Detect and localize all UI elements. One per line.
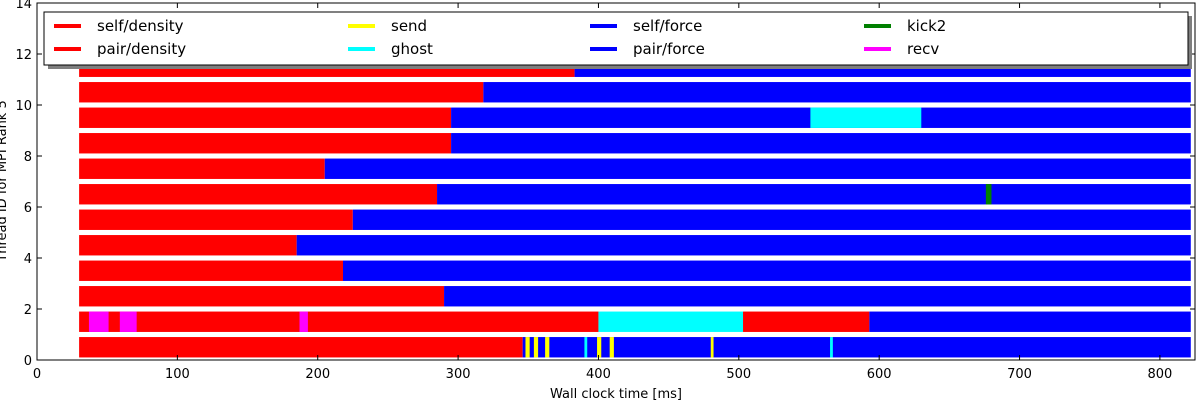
task-bar-density: [79, 235, 297, 256]
task-bar-density: [79, 158, 325, 179]
task-bar-send: [597, 337, 602, 358]
task-bar-ghost: [830, 337, 833, 358]
x-tick-label: 200: [305, 367, 330, 382]
task-bar-density: [743, 311, 870, 332]
legend-label: pair/density: [97, 40, 186, 58]
x-tick-label: 400: [586, 367, 611, 382]
x-tick-label: 600: [867, 367, 892, 382]
task-bar-ghost: [584, 337, 588, 358]
task-bar-send: [545, 337, 550, 358]
task-bar-density: [79, 184, 438, 205]
task-bar-recv: [88, 311, 109, 332]
y-tick-label: 10: [15, 99, 32, 114]
y-tick-label: 8: [24, 150, 32, 165]
x-tick-label: 700: [1007, 367, 1032, 382]
task-bar-recv: [119, 311, 137, 332]
legend-label: ghost: [391, 40, 433, 58]
y-tick-label: 12: [15, 48, 32, 63]
task-bar-ghost: [598, 311, 744, 332]
y-axis-label: Thread ID for MPI Rank 5: [0, 100, 10, 262]
axis-ticks: [36, 2, 1195, 361]
task-bar-force: [437, 184, 1191, 205]
x-tick-label: 100: [165, 367, 190, 382]
legend: self/density pair/density send ghost self/fo…: [43, 11, 1192, 69]
y-tick-label: 0: [24, 354, 32, 369]
task-bar-density: [79, 311, 599, 332]
y-tick-label: 6: [24, 201, 32, 216]
task-bar-force: [352, 209, 1191, 230]
task-bar-density: [79, 260, 343, 281]
task-bar-send: [525, 337, 530, 358]
task-bar-density: [79, 107, 452, 128]
x-tick-label: 800: [1147, 367, 1172, 382]
task-bar-send: [710, 337, 714, 358]
legend-label: recv: [907, 40, 939, 58]
x-axis-label: Wall clock time [ms]: [550, 387, 682, 400]
task-bar-force: [444, 286, 1191, 307]
legend-label: send: [391, 17, 427, 35]
task-bar-recv: [299, 311, 308, 332]
task-bar-density: [79, 133, 452, 154]
task-bar-density: [79, 209, 353, 230]
task-bar-force: [324, 158, 1191, 179]
x-tick-labels: 0 100 200 300 400 500 600 700 800: [33, 367, 1172, 382]
task-bar-force: [451, 133, 1191, 154]
task-bar-ghost: [810, 107, 922, 128]
y-tick-label: 4: [24, 252, 32, 267]
legend-label: pair/force: [633, 40, 705, 58]
task-bar-send: [609, 337, 614, 358]
task-bar-density: [79, 82, 484, 103]
y-tick-labels: 0 2 4 6 8 10 12 14: [15, 0, 32, 369]
task-bars: [79, 56, 1191, 358]
legend-label: self/force: [633, 17, 702, 35]
task-bar-density: [79, 337, 523, 358]
task-bar-kick2: [985, 184, 992, 205]
task-bar-force: [342, 260, 1191, 281]
y-tick-label: 2: [24, 303, 32, 318]
legend-label: self/density: [97, 17, 184, 35]
legend-label: kick2: [907, 17, 946, 35]
task-bar-force: [483, 82, 1191, 103]
y-tick-label: 14: [15, 0, 32, 12]
task-bar-send: [533, 337, 539, 358]
task-bar-force: [522, 337, 1191, 358]
task-bar-force: [296, 235, 1191, 256]
plot-frame: [36, 2, 1196, 361]
x-tick-label: 500: [726, 367, 751, 382]
task-bar-density: [79, 286, 445, 307]
legend-box: [43, 11, 1189, 66]
task-bar-force: [869, 311, 1191, 332]
x-tick-label: 0: [33, 367, 41, 382]
x-tick-label: 300: [446, 367, 471, 382]
